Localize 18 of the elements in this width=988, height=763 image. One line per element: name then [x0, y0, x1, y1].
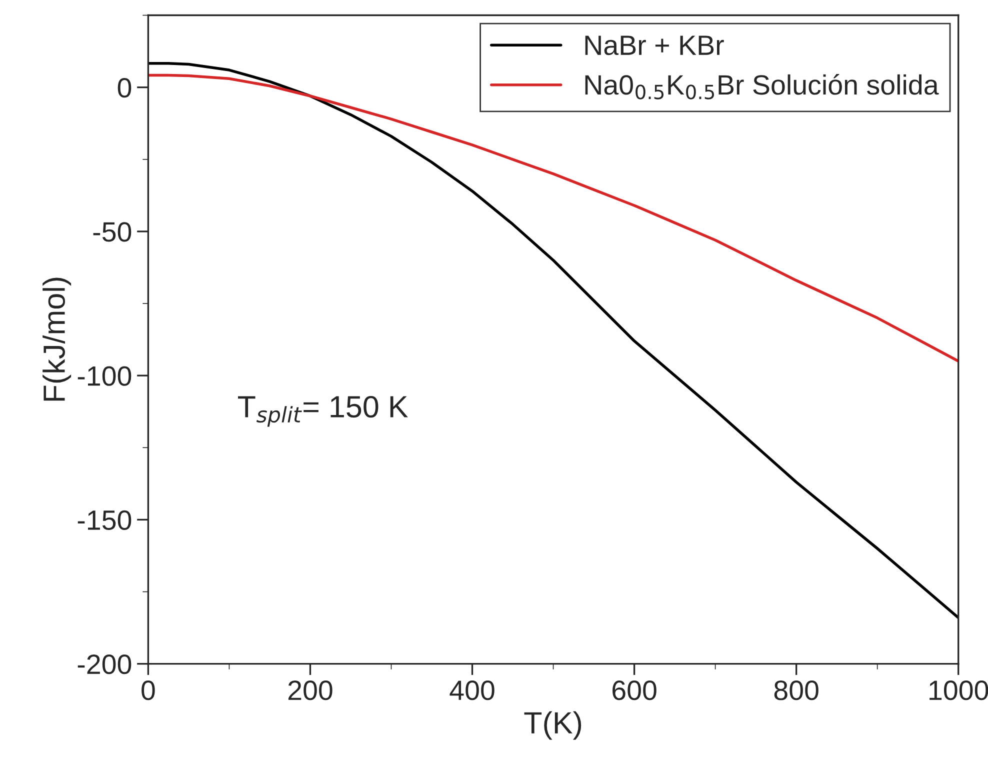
x-tick-label: 600: [612, 680, 656, 700]
x-tick-label: 200: [288, 680, 332, 700]
y-tick-label: -150: [78, 510, 132, 530]
x-axis-title: T(K): [524, 711, 582, 740]
y-tick-label: -200: [78, 654, 132, 674]
y-axis-title: F(kJ/mol): [42, 278, 72, 401]
y-tick-label: 0: [118, 78, 132, 98]
legend-label: Na0$_{0.5}$K$_{0.5}$Br Solución solida: [585, 74, 939, 100]
y-tick-label: -50: [93, 222, 132, 242]
x-tick-label: 1000: [930, 680, 988, 700]
x-tick-label: 0: [142, 680, 155, 700]
line-series: [148, 62, 958, 620]
annotation: T$_{split}$= 150 K: [238, 396, 408, 427]
line-series: [148, 74, 958, 363]
legend-label: NaBr + KBr: [585, 36, 724, 56]
y-tick-label: -100: [78, 366, 132, 386]
x-tick-label: 800: [774, 680, 818, 700]
x-tick-label: 400: [450, 680, 494, 700]
